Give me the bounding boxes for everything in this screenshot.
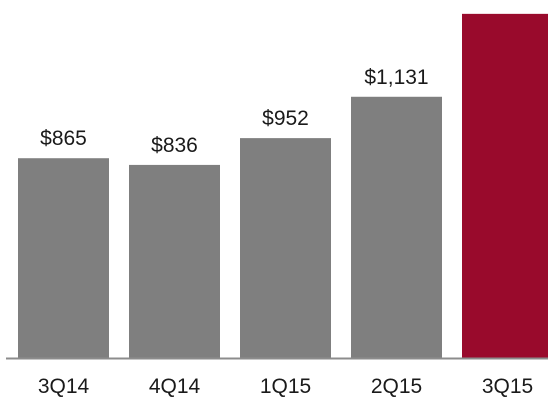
category-label-2q15: 2Q15 — [371, 375, 422, 398]
category-label-3q14: 3Q14 — [38, 375, 90, 398]
category-label-3q15: 3Q15 — [482, 375, 533, 398]
value-label-3q14: $865 — [40, 127, 87, 150]
bar-2q15 — [351, 96, 442, 358]
bar-3q15 — [462, 13, 548, 359]
value-label-1q15: $952 — [262, 107, 309, 130]
value-label-4q14: $836 — [151, 134, 198, 157]
category-label-4q14: 4Q14 — [149, 375, 201, 398]
category-label-1q15: 1Q15 — [260, 375, 311, 398]
bars-group — [18, 13, 548, 359]
bar-1q15 — [240, 138, 331, 358]
bar-3q14 — [18, 158, 109, 358]
bar-4q14 — [129, 164, 220, 358]
category-labels-group: 3Q14 4Q14 1Q15 2Q15 3Q15 — [38, 375, 533, 398]
value-labels-group: $865$836$952$1,131$1,490 — [40, 66, 428, 157]
value-label-2q15: $1,131 — [364, 66, 428, 89]
